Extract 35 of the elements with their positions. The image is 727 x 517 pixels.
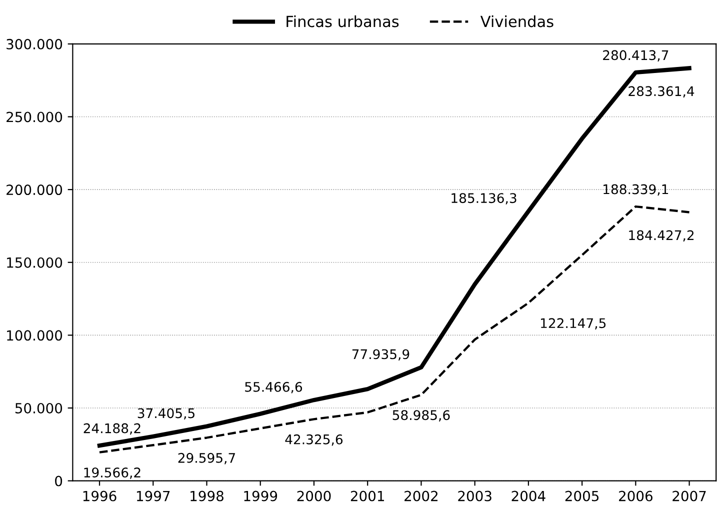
x-tick-label: 1999 [244,490,278,502]
y-tick-label: 0 [55,476,62,486]
y-tick-label: 200.000 [6,184,62,196]
y-tick-label: 50.000 [15,402,62,414]
data-label: 185.136,3 [452,193,516,204]
data-label: 77.935,9 [352,349,410,361]
data-label: 55.466,6 [245,382,302,394]
x-tick-label: 2001 [350,490,384,502]
data-label: 29.595,7 [178,452,235,464]
x-tick-label: 2007 [672,490,706,502]
y-tick-label: 150.000 [7,257,62,268]
x-tick-label: 2002 [404,490,438,502]
legend-label: Viviendas [480,15,554,28]
data-label: 58.985,6 [392,410,450,422]
data-label: 24.188,2 [84,423,140,435]
data-label: 283.361,4 [628,86,694,98]
x-tick-label: 2000 [297,490,331,502]
x-tick-label: 1998 [190,490,224,502]
data-label: 122.147,5 [541,318,606,330]
x-tick-label: 2006 [619,490,652,502]
x-tick-label: 2004 [512,490,546,502]
legend-label: Fincas urbanas [286,15,399,28]
data-label: 37.405,5 [138,408,194,420]
data-label: 19.566,2 [84,468,140,479]
y-tick-label: 300.000 [6,38,62,50]
data-label: 42.325,6 [285,434,343,446]
x-tick-label: 2003 [458,490,492,502]
x-tick-label: 1996 [83,490,116,502]
data-label: 184.427,2 [629,230,694,242]
data-label: 280.413,7 [603,50,668,62]
data-label: 188.339,1 [604,184,668,196]
x-tick-label: 1997 [136,490,170,502]
y-tick-label: 100.000 [7,330,62,341]
x-tick-label: 2005 [565,490,599,502]
y-tick-label: 250.000 [6,112,62,122]
